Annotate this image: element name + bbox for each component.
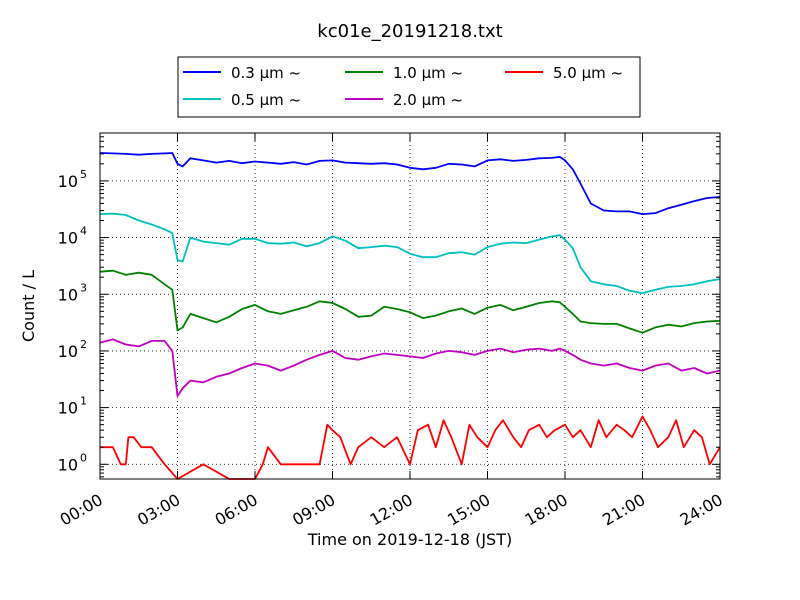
series-line-3 [99,269,721,334]
y-axis-label: Count / L [19,270,38,342]
y-tick-label: 10 0 [58,451,87,474]
y-tick-base: 10 [58,455,78,474]
y-tick-base: 10 [58,285,78,304]
legend-box [177,56,641,118]
series-line-4 [99,338,721,397]
x-axis-label: Time on 2019-12-18 (JST) [307,530,512,549]
y-tick-exponent: 2 [80,338,87,351]
y-tick-label: 10 3 [58,281,87,304]
y-tick-exponent: 1 [80,395,87,408]
y-tick-label: 10 2 [58,338,87,361]
legend-label: 2.0 µm ~ [393,91,463,109]
legend-label: 0.5 µm ~ [231,91,301,109]
y-tick-base: 10 [58,399,78,418]
x-tick-label: 24:00 [677,490,726,530]
legend-label: 0.3 µm ~ [231,64,301,82]
y-tick-base: 10 [58,172,78,191]
y-tick-exponent: 4 [80,225,87,238]
x-tick-label: 15:00 [444,490,493,530]
y-tick-label: 10 4 [58,225,87,248]
legend-label: 5.0 µm ~ [553,64,623,82]
y-tick-label: 10 5 [58,168,87,191]
x-tick-label: 03:00 [134,490,183,530]
x-tick-label: 12:00 [367,490,416,530]
legend-label: 1.0 µm ~ [393,64,463,82]
y-tick-label: 10 1 [58,395,87,418]
series-lines [99,152,721,480]
x-tick-label: 09:00 [289,490,338,530]
x-tick-label: 18:00 [522,490,571,530]
series-line-5 [100,415,721,480]
y-tick-base: 10 [58,342,78,361]
x-tick-label: 00:00 [57,490,106,530]
y-tick-exponent: 3 [80,281,87,294]
y-tick-base: 10 [58,229,78,248]
x-tick-label: 21:00 [599,490,648,530]
legend: 0.3 µm ~ 0.5 µm ~ 1.0 µm ~ 2.0 µm ~ 5.0 µm ~ [177,56,641,118]
series-line-1 [99,152,721,216]
x-tick-label: 06:00 [212,490,261,530]
y-tick-exponent: 5 [80,168,87,181]
series-line-2 [99,212,721,295]
chart-title: kc01e_20191218.txt [317,21,502,42]
y-tick-exponent: 0 [80,451,87,464]
